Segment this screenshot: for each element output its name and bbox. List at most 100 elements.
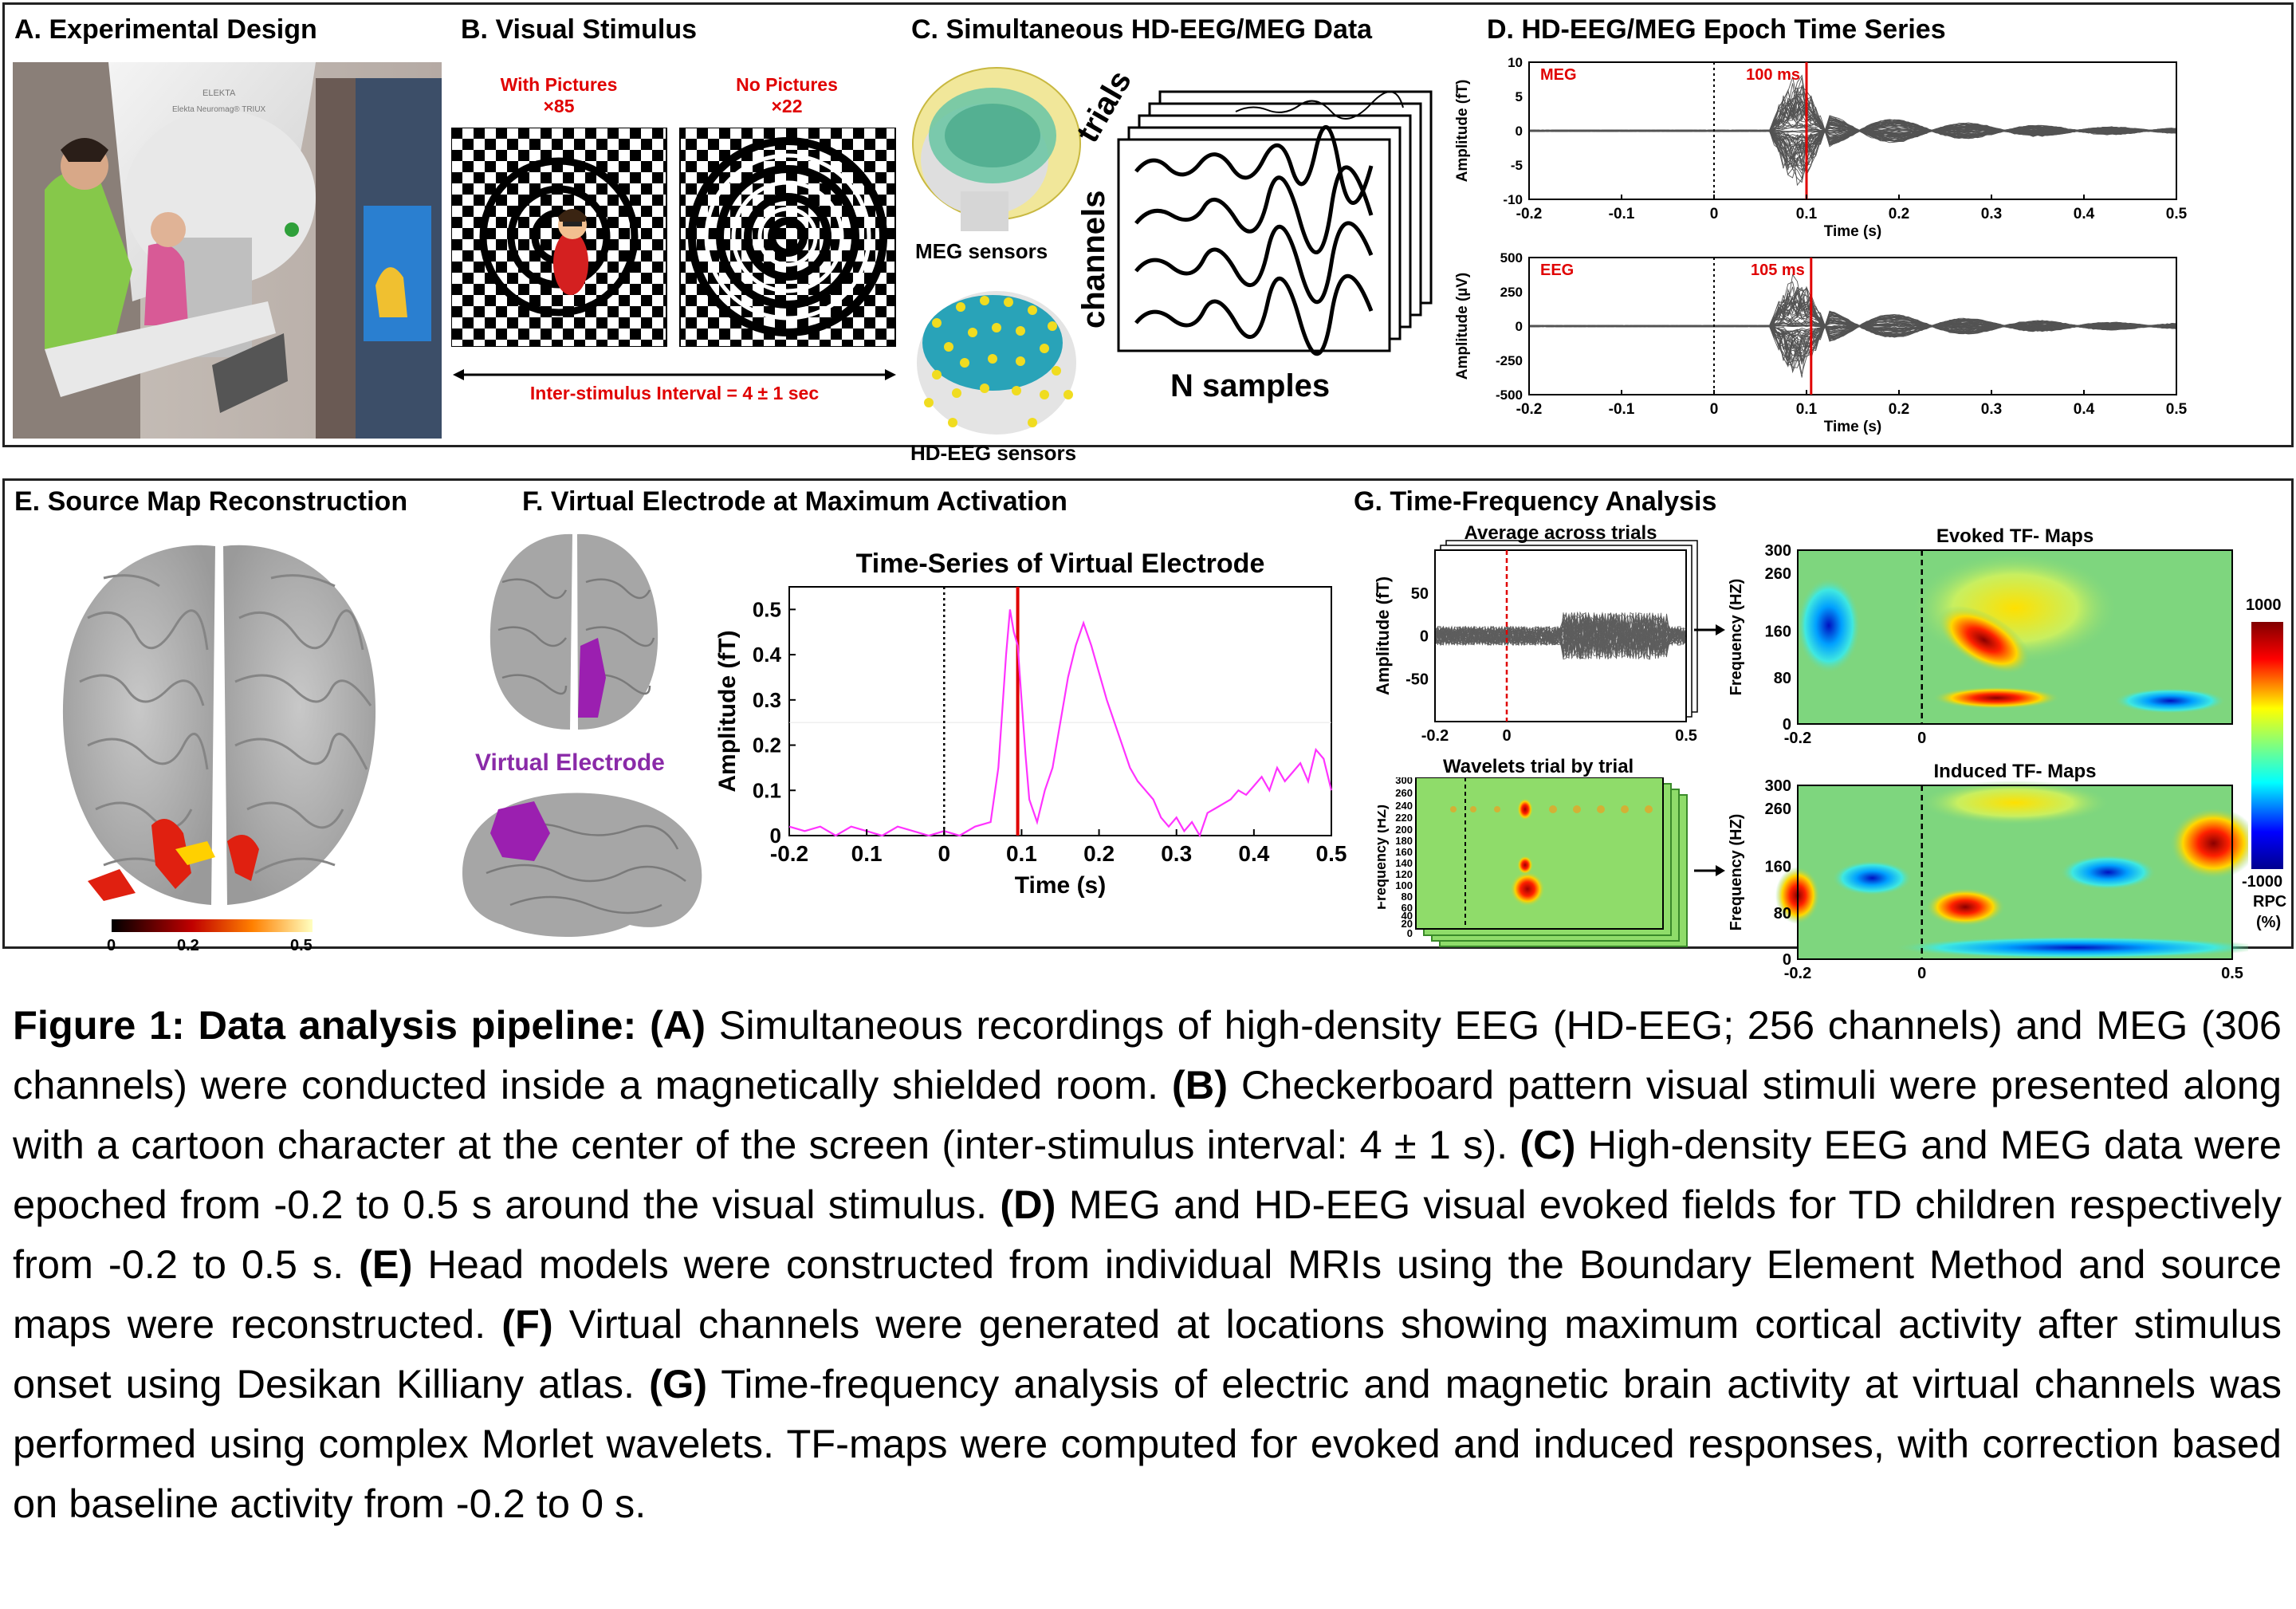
top-panel-frame [2,2,2294,447]
eeg-trace-line [1528,322,2177,328]
wavelet-ytick-160: 160 [1395,846,1413,858]
figure-caption: Figure 1: Data analysis pipeline: (A) Si… [13,995,2282,1533]
wavelet-ytick-200: 200 [1395,824,1413,836]
induced-map-frame [1797,785,2233,960]
eeg-ytick-label: 250 [1500,285,1523,300]
avg-ytick-label: -50 [1406,671,1429,688]
eeg-ytick-label: -250 [1496,353,1523,368]
with-pictures-label: With Pictures [500,74,618,95]
epoch-data-stack [1117,90,1433,356]
ve-xtick-label: 0.1 [1006,841,1037,866]
evoked-ytick-label: 160 [1765,624,1791,641]
cbar-tick-0: 0 [107,937,116,954]
ve-ytick-label: 0.1 [753,778,781,802]
meg-xtick-label: 0 [1710,206,1719,222]
channels-label: channels [1076,190,1111,328]
induced-ytick-label: 160 [1765,859,1791,876]
induced-xtick-label: 0 [1917,965,1926,982]
ve-brain-medial [462,793,702,937]
ve-xtick-label: 0.4 [1238,841,1269,866]
eeg-peak-annotation: 105 ms [1751,262,1805,279]
eeg-xtick-label: -0.1 [1609,401,1635,418]
induced-activity-blob [2060,855,2156,890]
wavelet-ytick-180: 180 [1395,835,1413,847]
tf-colorbar [2251,622,2283,869]
tf-cbar-min: -1000 [2242,873,2283,891]
induced-ytick-label: 80 [1774,905,1791,923]
ve-xtick-label: 0.2 [1083,841,1115,866]
isi-arrow [453,369,896,380]
evoked-ytick-label: 300 [1765,542,1791,560]
wavelet-ytick-0: 0 [1407,927,1413,939]
meg-ytick-label: -5 [1511,158,1523,173]
wavelet-ylabel: Frequency (HZ) [1378,804,1389,910]
induced-xtick-label: -0.2 [1784,965,1811,982]
wavelet-ytick-40: 40 [1402,910,1413,922]
ve-xtick-label: 0 [938,841,950,866]
bottom-panel-frame [2,478,2294,949]
evoked-title: Evoked TF- Maps [1936,525,2094,547]
meg-scanner-photo: ELEKTA Elekta Neuromag® TRIUX [13,62,442,439]
meg-xlabel: Time (s) [1824,223,1882,240]
evoked-ytick-label: 0 [1783,716,1791,734]
ve-ytick-label: 0.2 [753,734,781,757]
eeg-traces [1528,273,2177,378]
eeg-head-model [917,291,1076,435]
avg-xtick-label: -0.2 [1421,727,1449,745]
meg-xtick-label: 0.2 [1889,206,1909,222]
avg-trace-line [1434,612,1687,659]
experiment-photo: ELEKTA Elekta Neuromag® TRIUX [13,62,442,439]
avg-trace-line [1434,615,1687,659]
evoked-activity-blob [1937,605,2031,675]
ve-ytick-label: 0.4 [753,643,782,667]
caption-a-label: (A) [649,1002,706,1048]
avg-trace-line [1434,613,1687,658]
eeg-xtick-label: 0.3 [1981,401,2002,418]
wavelet-ytick-120: 120 [1395,868,1413,880]
evoked-xtick-label: 0 [1917,730,1926,747]
ve-xtick-label: -0.2 [770,841,808,866]
meg-xtick-label: -0.2 [1516,206,1543,222]
wavelet-ytick-60: 60 [1402,902,1413,914]
meg-xtick-label: 0.3 [1981,206,2002,222]
flow-arrows [1694,624,1725,876]
ve-ytick-label: 0 [770,824,781,848]
meg-head-model [912,67,1081,231]
caption-e-text: Head models were constructed from indivi… [13,1241,2282,1347]
ve-plot-area [788,586,1332,836]
ve-xtick-label: 0.5 [1316,841,1347,866]
tf-cbar-unit-pct: (%) [2256,914,2282,931]
induced-ytick-label: 300 [1765,777,1791,795]
wavelet-ytick-80: 80 [1402,891,1413,903]
avg-ytick-label: 50 [1411,585,1429,603]
caption-e-label: (E) [359,1241,413,1287]
induced-ytick-label: 260 [1765,801,1791,818]
wavelets-title: Wavelets trial by trial [1443,756,1634,777]
tf-cbar-unit: RPC [2253,893,2287,911]
elekta-logo-text: ELEKTA [202,89,236,98]
meg-xtick-label: -0.1 [1609,206,1635,222]
eeg-xtick-label: 0.2 [1889,401,1909,418]
ve-timeseries-chart: Time-Series of Virtual Electrode -0.2 0.1 0… [714,549,1347,899]
evoked-xtick-label: -0.2 [1784,730,1811,747]
meg-xtick-label: 0.4 [2074,206,2095,222]
isi-label: Inter-stimulus Interval = 4 ± 1 sec [529,383,820,403]
no-pictures-label: No Pictures [736,74,838,95]
induced-activity-blob [2169,807,2248,879]
wavelet-ytick-20: 20 [1402,918,1413,930]
meg-epoch-chart: MEG 100 ms -0.2 -0.1 0 0.1 0.2 0.3 0.4 0.5 10 5 0 -5 -… [1454,56,2188,240]
avg-trace-line [1434,613,1687,659]
eeg-xtick-label: 0.1 [1796,401,1818,418]
eeg-xtick-label: 0 [1710,401,1719,418]
cbar-tick-05: 0.5 [290,937,313,954]
eeg-ylabel: Amplitude (µV) [1454,273,1471,380]
source-map-brain [62,545,376,905]
meg-traces [1528,74,2177,187]
with-pictures-count: ×85 [543,96,575,116]
meg-xtick-label: 0.1 [1796,206,1818,222]
induced-activity-blob [1832,860,1913,896]
eeg-xtick-label: -0.2 [1516,401,1543,418]
checkerboard-no-picture [679,128,896,347]
caption-g-text: Time-frequency analysis of electric and … [13,1361,2282,1526]
checkerboard-stimuli [451,128,896,347]
